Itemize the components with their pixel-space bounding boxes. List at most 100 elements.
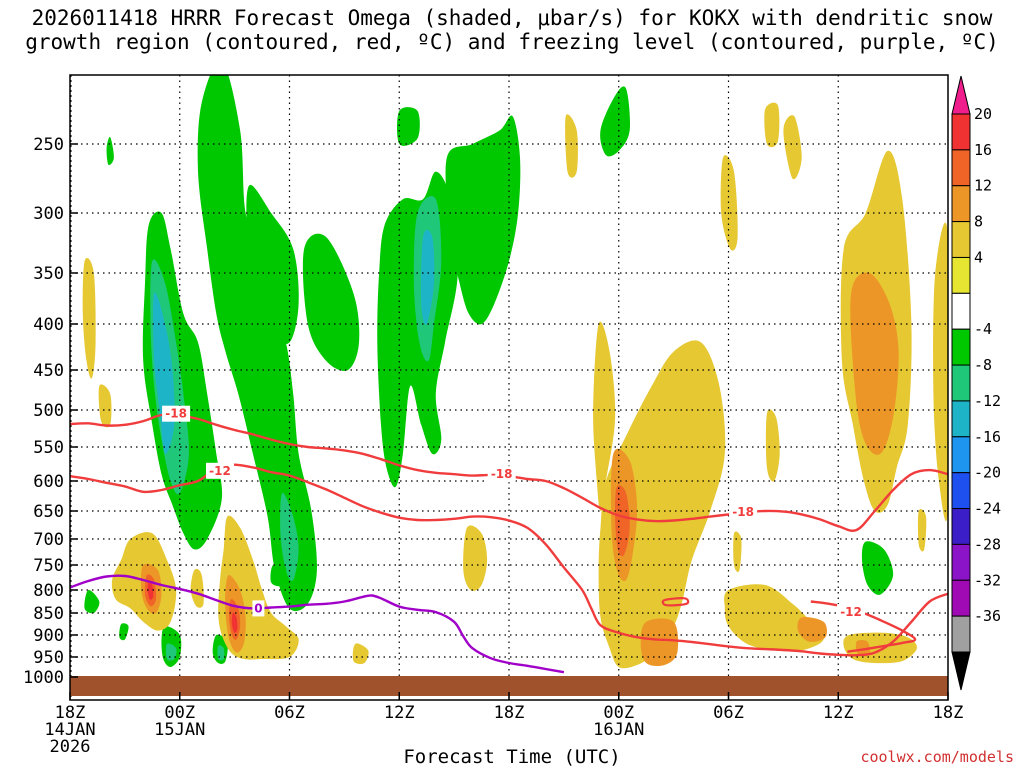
colorbar-cell-12 — [951, 508, 971, 545]
colorbar-cell-2 — [951, 149, 971, 187]
colorbar-cell-7 — [951, 328, 971, 366]
colorbar-bottom-arrow — [951, 651, 971, 691]
chart-title-line1: 2026011418 HRRR Forecast Omega (shaded, … — [31, 6, 993, 30]
omega-region-21 — [861, 541, 894, 595]
y-tick-label-400: 400 — [33, 315, 64, 335]
contour-label-5: 0 — [254, 601, 262, 615]
colorbar-cell-15 — [951, 615, 971, 653]
gridlines — [70, 75, 948, 700]
x-tick-label-0-1: 14JAN — [44, 720, 95, 740]
omega-region-9 — [420, 229, 435, 325]
colorbar-label-5: -4 — [974, 320, 992, 338]
y-tick-label-650: 650 — [33, 502, 64, 522]
credit-text: coolwx.com/models — [860, 748, 1014, 766]
contour-label-3: -18 — [732, 505, 754, 519]
x-tick-label-48-0: 18Z — [933, 703, 964, 723]
y-tick-label-750: 750 — [33, 556, 64, 576]
colorbar-label-10: -24 — [974, 500, 1001, 518]
omega-region-18 — [165, 643, 177, 661]
colorbar-cell-3 — [951, 185, 971, 223]
contour-label-bg-2 — [487, 466, 516, 483]
contour-label-bg-0 — [162, 405, 191, 422]
colorbar-cell-13 — [951, 543, 971, 581]
y-axis: 2503003504004505005506006507007508008509… — [23, 135, 78, 688]
x-tick-label-0-2: 2026 — [50, 737, 91, 757]
colorbar-label-4: 4 — [974, 248, 983, 266]
colorbar-label-3: 8 — [974, 213, 983, 231]
omega-region-4 — [280, 492, 299, 582]
y-tick-label-500: 500 — [33, 401, 64, 421]
omega-region-47 — [850, 272, 899, 455]
colorbar-label-0: 20 — [974, 105, 992, 123]
terrain-ground — [70, 676, 948, 696]
omega-region-27 — [147, 582, 154, 600]
y-tick-label-450: 450 — [33, 361, 64, 381]
omega-region-54 — [917, 508, 927, 552]
x-tick-label-12-0: 06Z — [274, 703, 305, 723]
omega-region-52 — [765, 409, 780, 482]
colorbar-label-12: -32 — [974, 571, 1001, 589]
omega-region-36 — [512, 0, 530, 36]
colorbar-label-9: -20 — [974, 464, 1001, 482]
x-tick-label-6-0: 00Z — [164, 703, 195, 723]
y-tick-label-250: 250 — [33, 135, 64, 155]
omega-shading — [82, 0, 948, 669]
omega-region-49 — [783, 115, 802, 180]
x-tick-label-0-0: 18Z — [55, 703, 86, 723]
omega-region-32 — [231, 612, 238, 633]
contour-label-2: -18 — [491, 467, 513, 481]
chart-title: 2026011418 HRRR Forecast Omega (shaded, … — [0, 6, 1024, 54]
y-tick-label-850: 850 — [33, 604, 64, 624]
omega-region-10 — [445, 115, 521, 325]
chart-title-line2: growth region (contoured, red, ºC) and f… — [25, 30, 999, 54]
omega-region-48 — [933, 222, 948, 522]
contour-label-4: -12 — [840, 605, 862, 619]
omega-region-12 — [600, 86, 631, 157]
colorbar-cell-1 — [951, 113, 971, 151]
y-tick-label-600: 600 — [33, 472, 64, 492]
omega-region-37 — [593, 321, 616, 511]
colorbar-label-1: 16 — [974, 141, 992, 159]
omega-region-13 — [106, 136, 114, 166]
omega-region-15 — [270, 563, 287, 587]
colorbar-label-11: -28 — [974, 535, 1001, 553]
x-tick-label-18-0: 12Z — [384, 703, 415, 723]
x-tick-label-24-0: 18Z — [494, 703, 525, 723]
contour-label-bg-1 — [205, 462, 234, 479]
omega-region-5 — [246, 184, 299, 345]
omega-region-34 — [463, 525, 488, 591]
omega-region-14 — [84, 589, 100, 614]
colorbar-cell-9 — [951, 400, 971, 438]
omega-region-16 — [119, 623, 129, 641]
colorbar-label-7: -12 — [974, 392, 1001, 410]
omega-region-11 — [396, 107, 420, 146]
omega-region-53 — [565, 114, 578, 178]
contour-label-1: -12 — [209, 464, 231, 478]
colorbar-label-2: 12 — [974, 177, 992, 195]
x-tick-label-6-1: 15JAN — [154, 720, 205, 740]
colorbar-cell-6 — [951, 292, 971, 330]
omega-region-3 — [197, 75, 317, 612]
omega-region-38 — [598, 340, 726, 669]
contour-label-bg-3 — [729, 504, 758, 521]
omega-region-55 — [733, 531, 742, 572]
contour-freezing-level — [70, 574, 565, 674]
y-tick-label-1000: 1000 — [23, 668, 64, 688]
colorbar-cell-5 — [951, 256, 971, 294]
colorbar: 20 16 12 8 4 -4 -8 -12 -16 -20 -24 -28 -32 -36 — [951, 75, 1001, 691]
colorbar-top-arrow — [951, 75, 971, 115]
omega-region-28 — [190, 568, 204, 608]
omega-region-22 — [82, 258, 96, 379]
x-tick-label-42-0: 12Z — [823, 703, 854, 723]
colorbar-cell-11 — [951, 472, 971, 510]
omega-region-44 — [843, 632, 918, 664]
omega-region-41 — [640, 618, 679, 667]
omega-region-42 — [724, 584, 824, 652]
contour-dgz-loop — [661, 597, 690, 607]
omega-region-50 — [764, 102, 780, 148]
colorbar-label-13: -36 — [974, 607, 1001, 625]
colorbar-cell-4 — [951, 221, 971, 258]
x-tick-label-36-0: 06Z — [713, 703, 744, 723]
